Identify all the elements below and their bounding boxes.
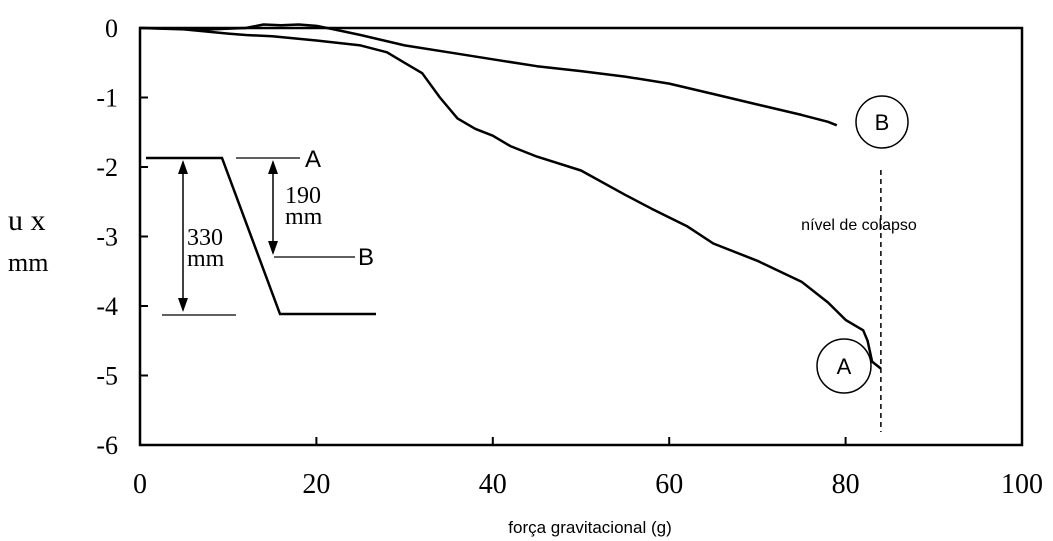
y-tick-label: -2 [96,153,118,182]
axis-ticks: 0 20 40 60 80 100 0 -1 -2 -3 -4 -5 -6 [96,14,1043,500]
y-tick-label: -5 [96,362,118,391]
dimension-190-value: 190 [285,183,321,209]
y-tick-label: -6 [96,431,118,460]
y-tick-label: -1 [96,84,118,113]
series-line-a [139,26,882,370]
slope-inset-diagram [146,156,376,316]
y-axis-label-symbol: u x [8,204,46,237]
x-tick-label: 40 [479,469,507,500]
x-tick-label: 80 [832,469,860,500]
dimension-190-arrow-bottom [268,241,278,255]
x-tick-label: 20 [302,469,330,500]
series-line-b [139,23,838,127]
curve-label-b-circle [855,95,909,149]
dimension-190-unit: mm [285,204,323,230]
dimension-330-arrow-bottom [178,298,188,312]
x-axis-label: força gravitacional (g) [508,518,671,537]
curve-label-a-circle [816,338,872,394]
y-tick-label: -4 [96,292,118,321]
inset-label-a: A [305,146,321,173]
curve-label-a: A [837,354,852,379]
collapse-level-label: nível de colapso [801,217,917,234]
y-tick-label: 0 [105,14,118,43]
dimension-190-arrow-top [268,160,278,174]
dimension-330-unit: mm [187,246,225,272]
x-tick-label: 100 [1001,469,1043,500]
curve-label-b: B [875,110,890,135]
inset-label-b: B [358,244,374,271]
slope-profile [146,156,376,316]
x-tick-label: 0 [133,469,147,500]
dimension-330-value: 330 [187,225,223,251]
x-tick-label: 60 [655,469,683,500]
dimension-330-arrow-top [178,160,188,174]
series-group [139,23,882,370]
y-tick-label: -3 [96,223,118,252]
y-axis-label-unit: mm [8,248,48,277]
